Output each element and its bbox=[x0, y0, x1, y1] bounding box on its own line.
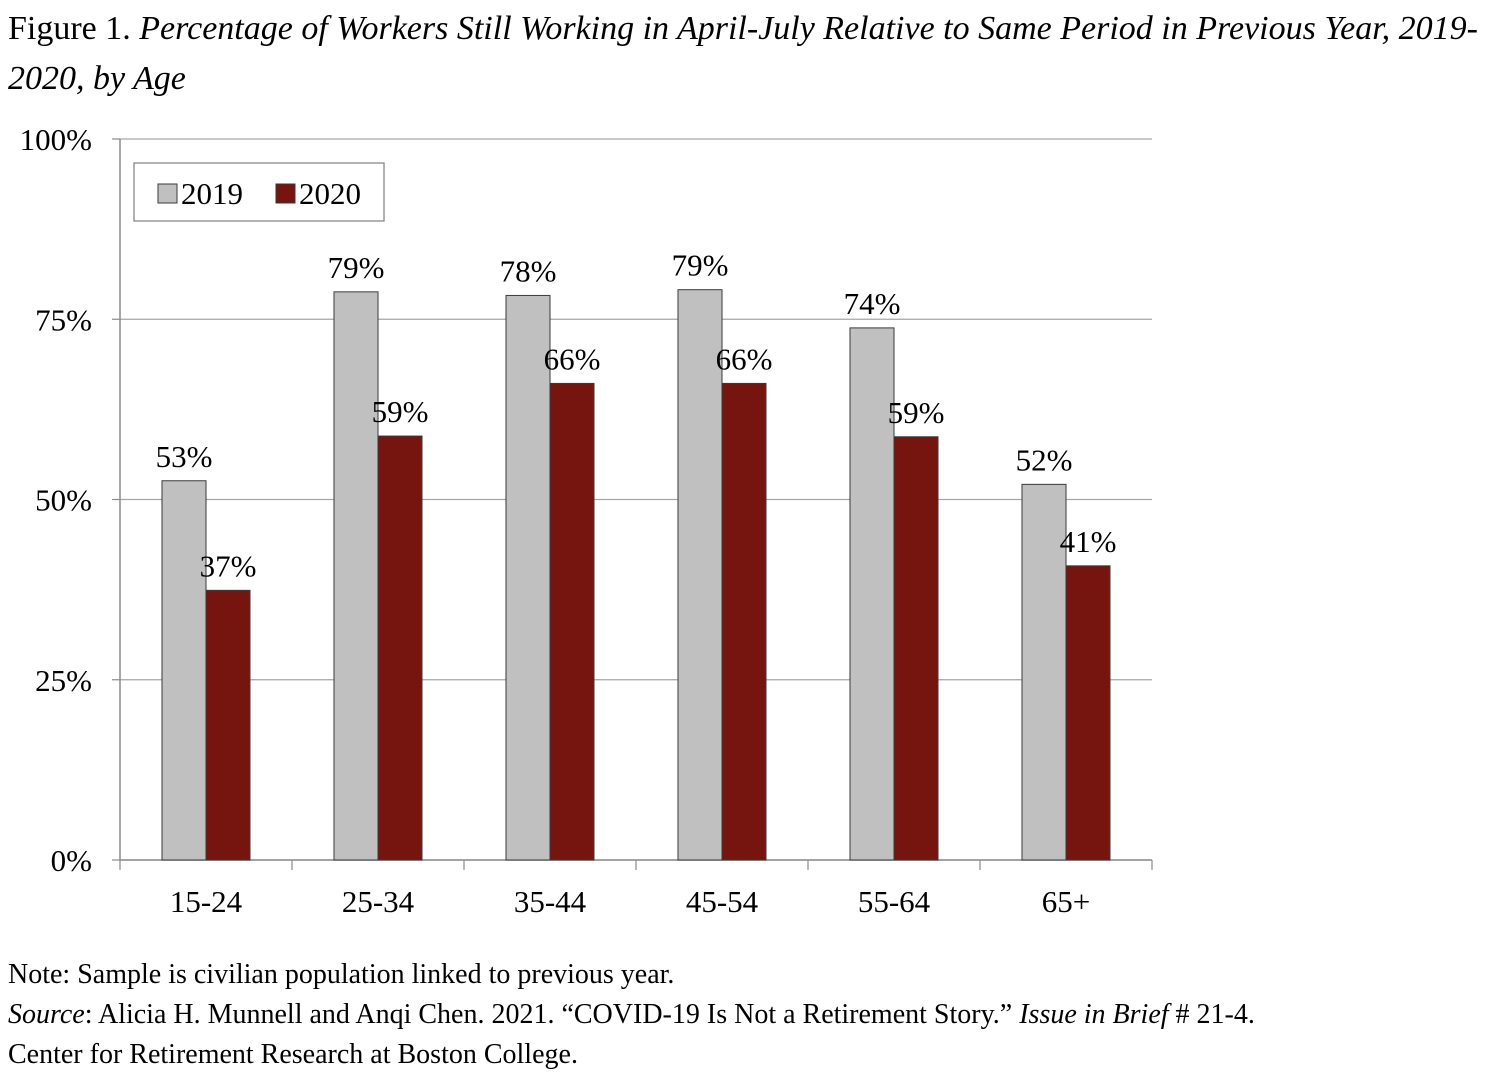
bar-2020-55-64 bbox=[893, 436, 939, 861]
data-label-2019-35-44: 78% bbox=[500, 253, 557, 288]
bar-2020-35-44 bbox=[549, 382, 595, 861]
bar-2019-35-44 bbox=[505, 294, 551, 861]
data-label-2020-25-34: 59% bbox=[372, 394, 429, 429]
figure-title-text: Percentage of Workers Still Working in A… bbox=[8, 10, 1478, 97]
bar-2019-15-24 bbox=[161, 480, 207, 861]
data-label-2019-65+: 52% bbox=[1016, 442, 1073, 477]
y-tick-label: 50% bbox=[35, 483, 92, 518]
y-tick-label: 100% bbox=[20, 122, 92, 157]
source-text-1: : Alicia H. Munnell and Anqi Chen. 2021.… bbox=[84, 999, 1020, 1030]
bar-2019-55-64 bbox=[849, 327, 895, 861]
axes: 0% 25% 50% 75% 100% 15-24 25-34 35-44 45-54 55-64… bbox=[20, 122, 1153, 919]
data-label-2019-55-64: 74% bbox=[844, 286, 901, 321]
gridlines bbox=[120, 138, 1152, 861]
bar-2020-45-54 bbox=[721, 382, 767, 861]
legend-swatch-2019 bbox=[157, 183, 178, 204]
source-italic: Issue in Brief bbox=[1019, 999, 1169, 1030]
bar-2019-45-54 bbox=[677, 289, 723, 861]
legend-label-2019: 2019 bbox=[181, 176, 243, 211]
bar-2020-65+ bbox=[1065, 565, 1111, 861]
legend-swatch-2020 bbox=[275, 183, 296, 204]
source-label: Source bbox=[8, 999, 85, 1030]
bars bbox=[161, 289, 1111, 861]
x-tick-label: 55-64 bbox=[858, 884, 931, 919]
note-line: Note: Sample is civilian population link… bbox=[8, 959, 675, 990]
source-text-2: # 21-4. bbox=[1168, 999, 1255, 1030]
bar-2020-15-24 bbox=[205, 589, 251, 861]
x-tick-label: 65+ bbox=[1042, 884, 1090, 919]
data-label-2020-45-54: 66% bbox=[716, 341, 773, 376]
data-label-2019-25-34: 79% bbox=[328, 250, 385, 285]
data-labels: 53% 37% 79% 59% 78% 66% 79% 66% 74% 59% 52% 41% bbox=[156, 248, 1117, 584]
bar-chart: 0% 25% 50% 75% 100% 15-24 25-34 35-44 45-54 55-64… bbox=[20, 122, 1153, 919]
bar-2020-25-34 bbox=[377, 435, 423, 861]
figure-notes: Note: Sample is civilian population link… bbox=[8, 955, 1498, 1075]
legend-label-2020: 2020 bbox=[299, 176, 361, 211]
figure-title: Figure 1. Percentage of Workers Still Wo… bbox=[8, 4, 1498, 104]
figure-label: Figure 1. bbox=[8, 10, 131, 47]
data-label-2020-65+: 41% bbox=[1060, 524, 1117, 559]
data-label-2019-15-24: 53% bbox=[156, 439, 213, 474]
data-label-2019-45-54: 79% bbox=[672, 248, 729, 283]
legend: 2019 2020 bbox=[133, 162, 385, 222]
y-tick-label: 0% bbox=[51, 843, 92, 878]
x-tick-label: 45-54 bbox=[686, 884, 759, 919]
source-line: Source: Alicia H. Munnell and Anqi Chen.… bbox=[8, 995, 1498, 1035]
bar-2019-25-34 bbox=[333, 291, 379, 861]
x-tick-label: 15-24 bbox=[170, 884, 243, 919]
source-line-2: Center for Retirement Research at Boston… bbox=[8, 1039, 578, 1070]
y-tick-label: 25% bbox=[35, 663, 92, 698]
data-label-2020-35-44: 66% bbox=[544, 341, 601, 376]
data-label-2020-55-64: 59% bbox=[888, 395, 945, 430]
x-tick-label: 25-34 bbox=[342, 884, 415, 919]
y-tick-label: 75% bbox=[35, 302, 92, 337]
data-label-2020-15-24: 37% bbox=[200, 548, 257, 583]
x-tick-label: 35-44 bbox=[514, 884, 587, 919]
